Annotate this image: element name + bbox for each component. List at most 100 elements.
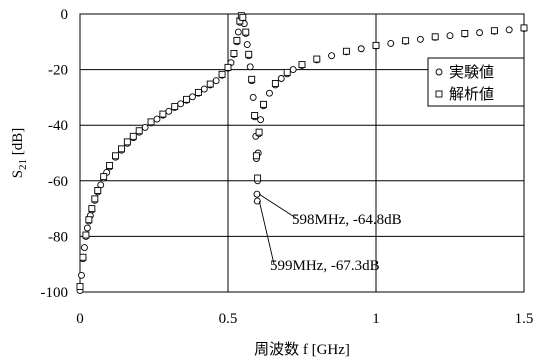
- data-point-circle: [505, 26, 513, 34]
- data-point-square: [147, 118, 155, 126]
- data-point-circle: [234, 28, 242, 36]
- data-point-square: [245, 50, 253, 58]
- data-point-square: [117, 145, 125, 153]
- data-point-square: [171, 103, 179, 111]
- data-point-square: [248, 75, 256, 83]
- data-point-circle: [200, 85, 208, 93]
- legend-label: 実験値: [449, 64, 494, 81]
- data-point-circle: [416, 35, 424, 43]
- y-tick-label: -20: [48, 63, 68, 79]
- data-point-square: [233, 36, 241, 44]
- y-axis-label-sub: 21: [17, 159, 29, 170]
- data-point-square: [461, 30, 469, 37]
- data-point-square: [194, 88, 202, 96]
- data-point-circle: [257, 116, 265, 124]
- data-point-square: [112, 152, 119, 160]
- annotations: 598MHz, -64.8dB 599MHz, -67.3dB: [258, 193, 402, 274]
- legend-marker-circle: [435, 68, 443, 76]
- data-point-circle: [387, 40, 395, 47]
- data-point-circle: [277, 75, 285, 82]
- legend-label: 解析値: [449, 86, 494, 103]
- data-point-square: [372, 41, 380, 49]
- data-point-circle: [153, 115, 161, 123]
- data-point-square: [402, 37, 410, 45]
- data-point-circle: [78, 271, 85, 279]
- data-point-square: [298, 61, 306, 69]
- y-axis-label: S21 [dB]: [10, 128, 29, 179]
- data-point-circle: [357, 45, 365, 53]
- data-point-square: [313, 55, 321, 63]
- legend-marker-square: [435, 90, 443, 98]
- data-point-circle: [289, 66, 297, 74]
- annotation-leader-line: [258, 193, 297, 219]
- data-point-square: [283, 68, 291, 76]
- data-point-circle: [265, 89, 273, 97]
- data-point-square: [260, 100, 267, 108]
- data-point-circle: [253, 197, 261, 205]
- annotation-leader-line: [258, 200, 275, 265]
- y-tick-label: 0: [61, 7, 69, 23]
- data-point-square: [252, 152, 260, 160]
- axis-ticks: 0 0.5 1 1.5 0 -20 -40 -60 -80 -100: [41, 7, 534, 327]
- data-point-circle: [97, 181, 105, 189]
- x-tick-label: 0.5: [219, 311, 238, 327]
- y-axis-label-main: S: [10, 170, 26, 178]
- data-point-square: [82, 231, 90, 239]
- data-point-square: [239, 13, 247, 21]
- grid-lines: [80, 14, 524, 292]
- annotation-label: 598MHz, -64.8dB: [292, 212, 402, 228]
- data-point-square: [79, 253, 87, 261]
- data-point-circle: [243, 41, 251, 49]
- legend-box: [427, 57, 525, 107]
- data-point-square: [85, 216, 93, 224]
- y-tick-label: -100: [41, 285, 69, 301]
- data-point-square: [224, 63, 232, 71]
- x-tick-label: 1.5: [515, 311, 534, 327]
- data-point-square: [100, 173, 108, 181]
- data-point-square: [88, 205, 96, 213]
- series-simulated: [76, 12, 528, 290]
- data-point-square: [183, 95, 191, 103]
- data-point-circle: [446, 32, 454, 40]
- data-point-square: [218, 70, 226, 78]
- data-point-circle: [328, 52, 336, 60]
- data-point-circle: [253, 190, 261, 198]
- data-point-circle: [83, 224, 91, 232]
- data-point-square: [342, 47, 350, 55]
- data-point-square: [431, 33, 439, 41]
- data-point-square: [230, 50, 238, 57]
- data-series: [76, 12, 528, 295]
- data-point-square: [520, 24, 528, 32]
- data-point-square: [242, 28, 250, 36]
- data-point-square: [254, 174, 262, 182]
- data-point-circle: [177, 100, 185, 108]
- y-tick-label: -60: [48, 174, 68, 190]
- data-point-square: [91, 195, 99, 203]
- x-tick-label: 0: [76, 311, 84, 327]
- x-tick-label: 1: [372, 311, 380, 327]
- data-point-square: [94, 187, 102, 194]
- y-axis-label-unit: [dB]: [10, 128, 26, 159]
- data-point-square: [271, 80, 279, 87]
- data-point-square: [76, 282, 84, 290]
- data-point-circle: [141, 123, 149, 131]
- data-point-circle: [189, 93, 196, 101]
- x-axis-label: 周波数 f [GHz]: [254, 341, 350, 358]
- data-point-circle: [212, 77, 220, 85]
- data-point-square: [123, 138, 131, 146]
- data-point-square: [135, 127, 143, 135]
- annotation-label: 599MHz, -67.3dB: [270, 258, 380, 274]
- data-point-square: [106, 162, 114, 169]
- y-tick-label: -40: [48, 118, 68, 134]
- data-point-circle: [249, 93, 257, 101]
- y-tick-label: -80: [48, 229, 68, 245]
- data-point-circle: [80, 244, 88, 251]
- data-point-square: [129, 132, 137, 140]
- data-point-circle: [165, 107, 173, 115]
- data-point-square: [490, 27, 498, 35]
- data-point-circle: [476, 29, 484, 37]
- data-point-circle: [246, 63, 254, 71]
- data-point-square: [251, 112, 259, 119]
